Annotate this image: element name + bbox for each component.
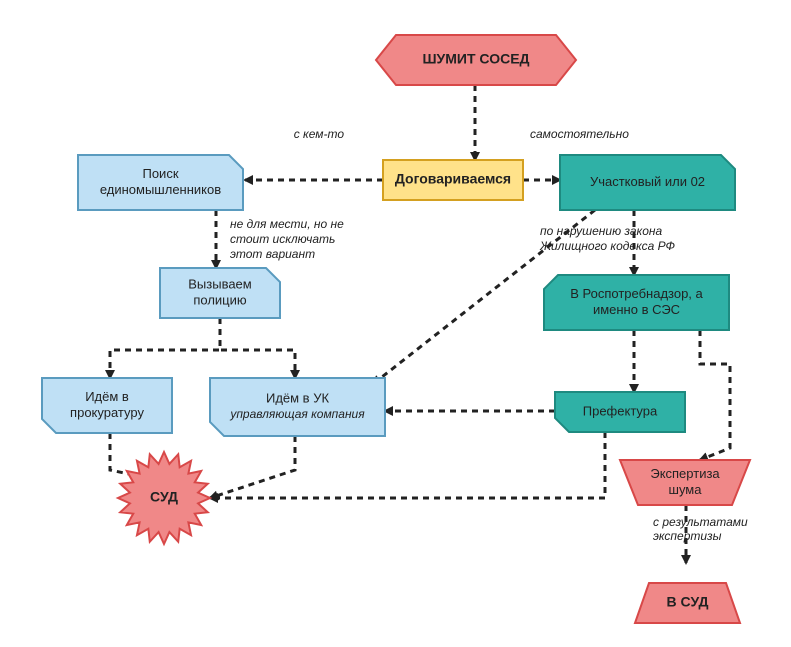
- node-tocourt: В СУД: [635, 583, 740, 623]
- edge-label-l3a: не для мести, но не: [230, 217, 344, 231]
- node-label-police02: Участковый или 02: [590, 174, 705, 189]
- edge-e13: [210, 436, 295, 498]
- edge-e14: [210, 432, 605, 498]
- node-start: ШУМИТ СОСЕД: [376, 35, 576, 85]
- edge-e11: [700, 330, 730, 460]
- edge-label-l4b: Жилищного кодекса РФ: [539, 239, 675, 253]
- node-expert: Экспертизашума: [620, 460, 750, 505]
- node-label-agree: Договариваемся: [395, 171, 511, 187]
- edge-e8: [220, 318, 295, 378]
- flowchart: ШУМИТ СОСЕД Договариваемся Поискединомышле…: [0, 0, 791, 647]
- edge-label-l1: с кем-то: [294, 127, 345, 141]
- node-allies: Поискединомышленников: [78, 155, 243, 210]
- node-label-callpolice: Вызываемполицию: [188, 276, 252, 307]
- edge-label-l2: самостоятельно: [530, 127, 629, 141]
- node-pref: Префектура: [555, 392, 685, 432]
- node-agree: Договариваемся: [383, 160, 523, 200]
- edge-label-l5a: с результатами: [653, 515, 748, 529]
- node-label-pref: Префектура: [583, 403, 658, 418]
- node-prokur: Идём впрокуратуру: [42, 378, 172, 433]
- node-uk: Идём в УКуправляющая компания: [210, 378, 385, 436]
- edge-label-l4a: по нарушению закона: [540, 224, 662, 238]
- node-label-court: СУД: [150, 489, 178, 505]
- node-court: СУД: [118, 452, 210, 544]
- node-callpolice: Вызываемполицию: [160, 268, 280, 318]
- node-label-start: ШУМИТ СОСЕД: [422, 51, 529, 67]
- edge-e7: [110, 318, 220, 378]
- edge-label-l3c: этот вариант: [230, 247, 315, 261]
- node-police02: Участковый или 02: [560, 155, 735, 210]
- edge-label-l3b: стоит исключать: [230, 232, 335, 246]
- node-label-tocourt: В СУД: [667, 594, 709, 610]
- edge-label-l5b: экспертизы: [653, 529, 722, 543]
- node-ses: В Роспотребнадзор, аименно в СЭС: [544, 275, 729, 330]
